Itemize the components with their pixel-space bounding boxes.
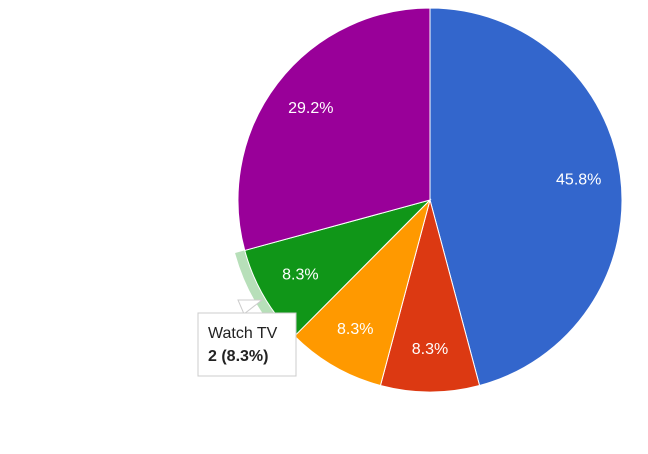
slice-label: 29.2% bbox=[288, 100, 333, 117]
pie-slice bbox=[237, 7, 431, 252]
tooltip-box bbox=[197, 312, 297, 377]
pie-slice bbox=[429, 7, 623, 387]
tooltip-value: 2 (8.3%) bbox=[208, 348, 268, 365]
pie-slice bbox=[379, 198, 481, 393]
slice-label: 8.3% bbox=[337, 321, 373, 338]
slice-labels: 45.8% 8.3% 8.3% 8.3% 29.2% bbox=[282, 100, 601, 358]
slice-label: 8.3% bbox=[412, 341, 448, 358]
slice-label: 45.8% bbox=[556, 172, 601, 189]
tooltip-pointer bbox=[237, 299, 264, 315]
tooltip-title: Watch TV bbox=[208, 325, 278, 342]
pie bbox=[235, 7, 623, 393]
slice-label: 8.3% bbox=[282, 267, 318, 284]
tooltip: Watch TV 2 (8.3%) bbox=[197, 299, 297, 377]
